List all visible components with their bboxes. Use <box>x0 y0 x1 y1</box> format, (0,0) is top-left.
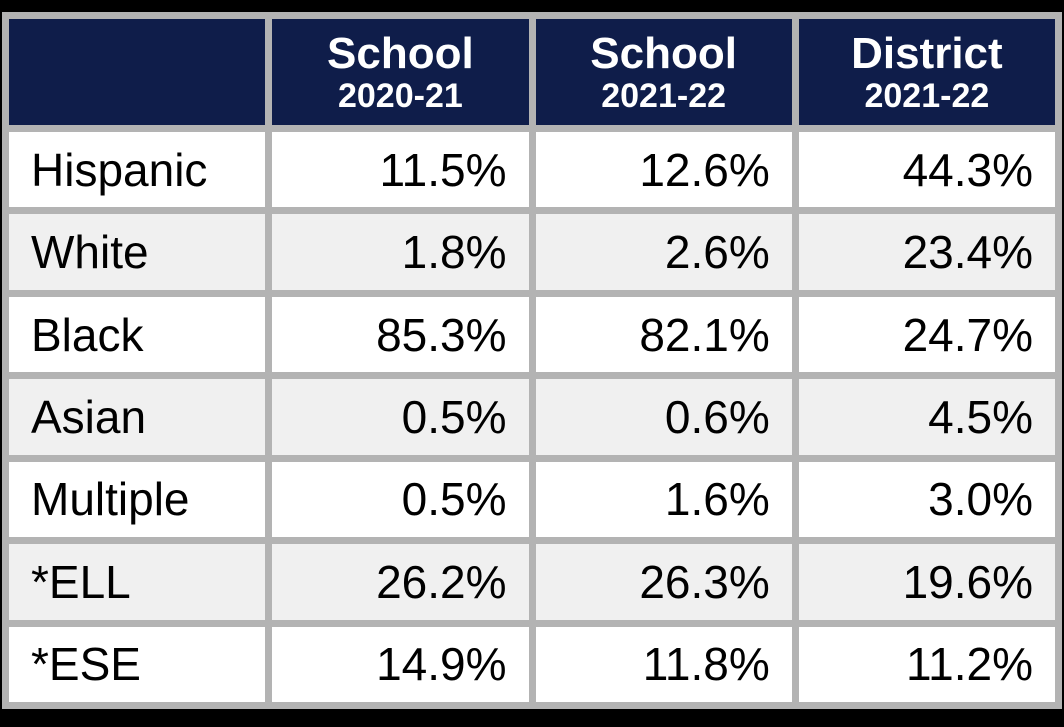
header-subtitle: 2021-22 <box>601 76 727 115</box>
cell-multiple-school-2020-21: 0.5% <box>272 461 529 538</box>
header-subtitle: 2020-21 <box>337 76 463 115</box>
cell-multiple-district-2021-22: 3.0% <box>798 461 1055 538</box>
row-label-hispanic: Hispanic <box>9 132 266 208</box>
header-title: School <box>327 28 474 78</box>
header-title: District <box>851 28 1003 78</box>
cell-asian-school-2021-22: 0.6% <box>535 379 792 455</box>
cell-ese-school-2020-21: 14.9% <box>272 626 529 702</box>
header-cell-empty <box>9 19 266 125</box>
header-cell-school-2020-21: School 2020-21 <box>272 19 529 125</box>
header-subtitle: 2021-22 <box>864 76 990 115</box>
header-cell-district-2021-22: District 2021-22 <box>798 19 1055 125</box>
header-cell-school-2021-22: School 2021-22 <box>535 19 792 125</box>
cell-black-district-2021-22: 24.7% <box>798 296 1055 373</box>
cell-hispanic-school-2020-21: 11.5% <box>272 132 529 208</box>
row-label-multiple: Multiple <box>9 461 266 538</box>
cell-white-school-2021-22: 2.6% <box>535 214 792 290</box>
cell-hispanic-school-2021-22: 12.6% <box>535 132 792 208</box>
cell-black-school-2020-21: 85.3% <box>272 296 529 373</box>
row-label-ese: *ESE <box>9 626 266 702</box>
cell-ell-school-2021-22: 26.3% <box>535 544 792 620</box>
row-label-asian: Asian <box>9 379 266 455</box>
cell-ese-district-2021-22: 11.2% <box>798 626 1055 702</box>
cell-hispanic-district-2021-22: 44.3% <box>798 132 1055 208</box>
cell-ell-school-2020-21: 26.2% <box>272 544 529 620</box>
cell-asian-district-2021-22: 4.5% <box>798 379 1055 455</box>
header-title: School <box>590 28 737 78</box>
demographics-table: School 2020-21 School 2021-22 District 2… <box>2 12 1062 709</box>
cell-white-district-2021-22: 23.4% <box>798 214 1055 290</box>
cell-ese-school-2021-22: 11.8% <box>535 626 792 702</box>
cell-white-school-2020-21: 1.8% <box>272 214 529 290</box>
cell-asian-school-2020-21: 0.5% <box>272 379 529 455</box>
cell-ell-district-2021-22: 19.6% <box>798 544 1055 620</box>
row-label-black: Black <box>9 296 266 373</box>
row-label-ell: *ELL <box>9 544 266 620</box>
cell-multiple-school-2021-22: 1.6% <box>535 461 792 538</box>
cell-black-school-2021-22: 82.1% <box>535 296 792 373</box>
row-label-white: White <box>9 214 266 290</box>
